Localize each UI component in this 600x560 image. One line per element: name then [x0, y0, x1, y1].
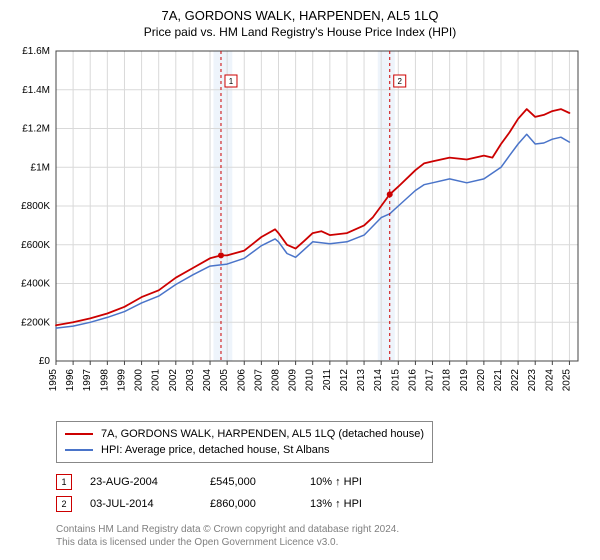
legend-swatch	[65, 449, 93, 451]
x-tick-label: 2015	[390, 369, 401, 392]
footer-line-2: This data is licensed under the Open Gov…	[56, 536, 588, 549]
x-tick-label: 1997	[82, 369, 93, 392]
x-tick-label: 2016	[407, 369, 418, 392]
chart-subtitle: Price paid vs. HM Land Registry's House …	[12, 25, 588, 39]
x-tick-label: 1999	[116, 369, 127, 392]
y-tick-label: £0	[39, 356, 51, 367]
sale-pct-vs-hpi: 13% ↑ HPI	[310, 498, 410, 510]
x-tick-label: 2002	[168, 369, 179, 392]
x-tick-label: 2004	[202, 369, 213, 392]
x-tick-label: 2018	[442, 369, 453, 392]
x-tick-label: 2003	[185, 369, 196, 392]
sales-table: 1 23-AUG-2004£545,00010% ↑ HPI 2 03-JUL-201…	[56, 471, 556, 515]
sale-price: £545,000	[210, 476, 310, 488]
sale-row: 1 23-AUG-2004£545,00010% ↑ HPI	[56, 471, 556, 493]
x-tick-label: 2007	[253, 369, 264, 392]
sale-marker-icon: 1	[56, 474, 72, 490]
x-tick-label: 2001	[151, 369, 162, 392]
x-tick-label: 2005	[219, 369, 230, 392]
footer-line-1: Contains HM Land Registry data © Crown c…	[56, 523, 588, 536]
sale-row: 2 03-JUL-2014£860,00013% ↑ HPI	[56, 493, 556, 515]
chart-title: 7A, GORDONS WALK, HARPENDEN, AL5 1LQ	[12, 8, 588, 23]
x-tick-label: 2011	[322, 369, 333, 391]
chart-legend: 7A, GORDONS WALK, HARPENDEN, AL5 1LQ (de…	[56, 421, 433, 463]
y-tick-label: £1.6M	[22, 46, 50, 57]
x-tick-label: 2010	[305, 369, 316, 392]
x-tick-label: 2014	[373, 369, 384, 392]
x-tick-label: 1998	[99, 369, 110, 392]
sale-price: £860,000	[210, 498, 310, 510]
x-tick-label: 2025	[561, 369, 572, 392]
x-tick-label: 2006	[236, 369, 247, 392]
price-chart: £0 £200K £400K £600K £800K £1M £1.2M £1.4M £1.6M…	[12, 45, 588, 415]
sale-marker-icon: 2	[56, 496, 72, 512]
page-container: 7A, GORDONS WALK, HARPENDEN, AL5 1LQ Pri…	[0, 0, 600, 557]
footer-attribution: Contains HM Land Registry data © Crown c…	[56, 523, 588, 549]
x-tick-label: 2009	[288, 369, 299, 392]
sale-marker-number: 2	[398, 77, 403, 86]
y-tick-label: £200K	[21, 317, 50, 328]
x-tick-label: 2008	[270, 369, 281, 392]
x-tick-label: 2019	[459, 369, 470, 392]
y-tick-label: £400K	[21, 279, 50, 290]
sale-date: 23-AUG-2004	[90, 476, 210, 488]
x-tick-label: 2020	[476, 369, 487, 392]
sale-date: 03-JUL-2014	[90, 498, 210, 510]
chart-svg: £0 £200K £400K £600K £800K £1M £1.2M £1.4M £1.6M…	[12, 45, 588, 415]
legend-swatch	[65, 433, 93, 435]
y-tick-label: £1M	[31, 162, 50, 173]
y-tick-label: £1.4M	[22, 85, 50, 96]
x-tick-label: 2022	[510, 369, 521, 392]
y-tick-label: £600K	[21, 240, 50, 251]
sale-pct-vs-hpi: 10% ↑ HPI	[310, 476, 410, 488]
x-tick-label: 2017	[425, 369, 436, 392]
legend-label: HPI: Average price, detached house, St A…	[101, 444, 330, 456]
sale-dot	[387, 191, 393, 197]
x-tick-label: 2023	[527, 369, 538, 392]
x-tick-label: 1996	[65, 369, 76, 392]
y-tick-label: £1.2M	[22, 124, 50, 135]
x-tick-label: 2000	[134, 369, 145, 392]
legend-item: HPI: Average price, detached house, St A…	[65, 442, 424, 458]
sale-marker-number: 1	[229, 77, 234, 86]
x-tick-label: 2012	[339, 369, 350, 392]
sale-dot	[218, 252, 224, 258]
x-tick-label: 2021	[493, 369, 504, 392]
legend-item: 7A, GORDONS WALK, HARPENDEN, AL5 1LQ (de…	[65, 426, 424, 442]
legend-label: 7A, GORDONS WALK, HARPENDEN, AL5 1LQ (de…	[101, 428, 424, 440]
x-tick-label: 1995	[48, 369, 59, 392]
x-tick-label: 2024	[544, 369, 555, 392]
y-tick-label: £800K	[21, 201, 50, 212]
x-tick-label: 2013	[356, 369, 367, 392]
